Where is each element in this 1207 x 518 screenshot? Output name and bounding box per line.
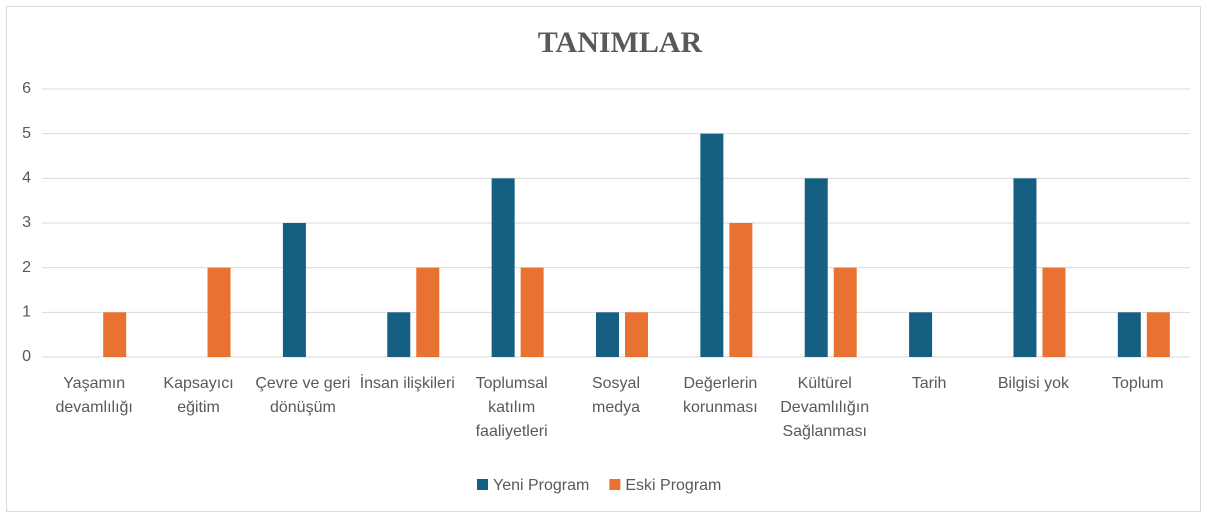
x-tick-label: Değerlerin korunması xyxy=(683,375,758,416)
bar xyxy=(207,267,231,357)
bar xyxy=(909,312,933,357)
bar xyxy=(625,312,648,357)
x-tick-label: Tarih xyxy=(911,375,947,392)
bar xyxy=(491,178,515,357)
bar xyxy=(1117,312,1141,357)
x-tick-label: İnsan ilişkileri xyxy=(359,375,455,392)
y-tick-label: 6 xyxy=(22,80,31,97)
bar xyxy=(1042,267,1066,357)
legend-swatch xyxy=(477,479,488,490)
bar xyxy=(282,223,306,357)
bar xyxy=(729,223,753,357)
y-tick-label: 0 xyxy=(22,348,31,365)
bar xyxy=(1013,178,1037,357)
bar xyxy=(103,312,127,357)
y-tick-label: 5 xyxy=(22,125,31,142)
x-tick-label: Çevre ve geri dönüşüm xyxy=(255,375,351,416)
bar xyxy=(387,312,411,357)
chart-title: TANIMLAR xyxy=(538,26,703,59)
bar xyxy=(596,312,619,357)
y-tick-label: 4 xyxy=(22,170,31,187)
y-tick-label: 3 xyxy=(22,214,31,231)
x-tick-label: Kapsayıcı eğitim xyxy=(163,375,234,416)
x-tick-label: Toplum xyxy=(1112,375,1164,392)
bar xyxy=(416,267,440,357)
legend-swatch xyxy=(609,479,621,490)
x-tick-label: Toplumsal katılım faaliyetleri xyxy=(475,375,548,440)
bar xyxy=(804,178,828,357)
x-tick-label: Yaşamın devamlılığı xyxy=(55,375,133,416)
x-tick-label: Kültürel Devamlılığın Sağlanması xyxy=(780,375,870,440)
legend-label: Yeni Program xyxy=(493,477,589,494)
x-tick-label: Bilgisi yok xyxy=(997,375,1070,392)
y-tick-label: 1 xyxy=(22,304,31,321)
legend-label: Eski Program xyxy=(625,477,721,494)
bar xyxy=(1146,312,1170,357)
chart-border xyxy=(6,6,1201,512)
bar xyxy=(833,267,857,357)
bar xyxy=(520,267,544,357)
bar xyxy=(700,133,724,357)
x-tick-label: Sosyal medya xyxy=(591,375,641,416)
y-tick-label: 2 xyxy=(22,259,31,276)
